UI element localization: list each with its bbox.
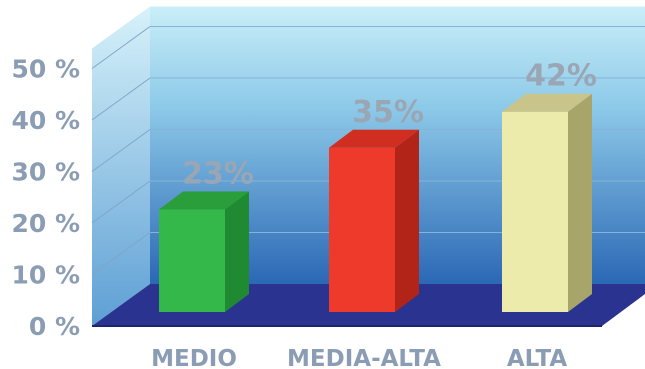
y-tick-label: 20 % [11,209,80,238]
x-tick-label: ALTA [507,346,568,369]
y-tick-label: 10 % [11,261,80,290]
y-tick-label: 30 % [11,158,80,187]
y-tick-label: 40 % [11,106,80,135]
bar-front [502,111,568,312]
x-tick-label: MEDIA-ALTA [287,346,441,369]
data-label: 35% [352,95,424,130]
gridline-side [91,180,151,224]
gridline-side [91,77,151,121]
x-tick-label: MEDIO [151,346,237,369]
bar-side [568,93,592,312]
bar-side [225,191,249,312]
x-axis-labels: MEDIO MEDIA-ALTA ALTA [151,346,567,369]
y-axis-ticks: 0 % 10 % 20 % 30 % 40 % 50 % [11,55,80,342]
bar-top [159,191,249,210]
gridline-side [91,129,151,172]
bar-front [159,209,225,312]
gridline-side [91,26,151,69]
y-tick-label: 50 % [11,55,80,84]
side-wall [92,6,150,326]
data-label: 42% [525,59,597,94]
bar-side [395,129,419,312]
bar-top [502,93,592,112]
bar-top [329,129,419,148]
gridline-side [91,232,151,275]
bar-front [329,147,395,312]
bars: 23% 35% 42% [159,59,597,312]
y-tick-label: 0 % [29,312,80,341]
data-label: 23% [182,157,254,192]
